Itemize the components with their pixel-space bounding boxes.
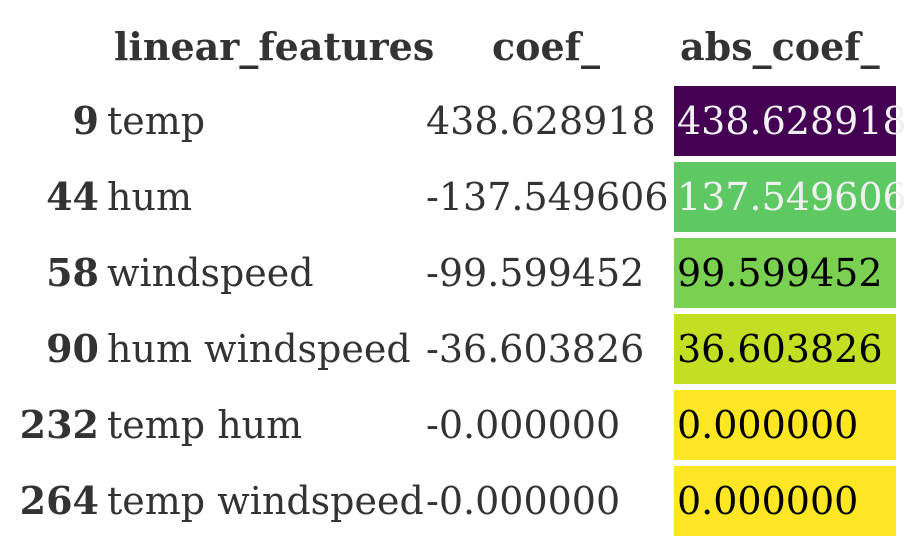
table-row: 90 hum windspeed -36.603826 36.603826 <box>0 314 920 390</box>
table-row: 264 temp windspeed -0.000000 0.000000 <box>0 466 920 542</box>
coef-cell: -0.000000 <box>426 479 621 523</box>
row-index: 9 <box>72 98 99 143</box>
abs-coef-cell: 137.549606 <box>674 162 907 232</box>
column-header-abs-coef: abs_coef_ <box>680 24 880 69</box>
feature-cell: temp hum <box>107 403 303 447</box>
coef-cell: 438.628918 <box>426 99 656 143</box>
row-index: 44 <box>46 174 99 219</box>
table-row: 58 windspeed -99.599452 99.599452 <box>0 238 920 314</box>
coef-cell: -36.603826 <box>426 327 645 371</box>
row-index: 264 <box>19 478 99 523</box>
row-index: 90 <box>46 326 99 371</box>
abs-coef-cell: 0.000000 <box>674 466 896 536</box>
abs-coef-cell: 99.599452 <box>674 238 896 308</box>
abs-coef-cell: 0.000000 <box>674 390 896 460</box>
column-header-coef: coef_ <box>492 24 601 69</box>
feature-cell: temp <box>107 99 206 143</box>
table-row: 232 temp hum -0.000000 0.000000 <box>0 390 920 466</box>
feature-cell: windspeed <box>107 251 314 295</box>
table-row: 44 hum -137.549606 137.549606 <box>0 162 920 238</box>
table-row: 9 temp 438.628918 438.628918 <box>0 86 920 162</box>
coef-cell: -99.599452 <box>426 251 645 295</box>
feature-cell: hum <box>107 175 192 219</box>
feature-cell: temp windspeed <box>107 479 424 523</box>
row-index: 58 <box>46 250 99 295</box>
abs-coef-cell: 36.603826 <box>674 314 896 384</box>
coef-cell: -0.000000 <box>426 403 621 447</box>
column-header-linear-features: linear_features <box>114 24 435 69</box>
abs-coef-cell: 438.628918 <box>674 86 907 156</box>
row-index: 232 <box>19 402 99 447</box>
coef-cell: -137.549606 <box>426 175 669 219</box>
feature-cell: hum windspeed <box>107 327 411 371</box>
